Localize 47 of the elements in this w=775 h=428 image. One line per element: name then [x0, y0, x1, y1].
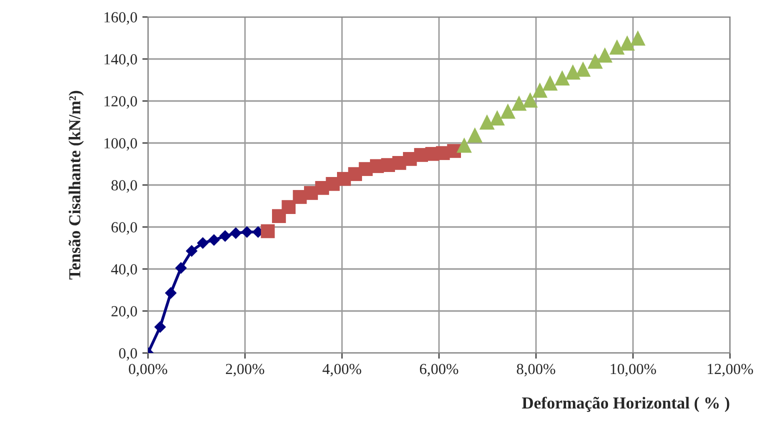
- x-tick-label: 8,00%: [516, 364, 556, 376]
- x-tick-label: 0,00%: [128, 364, 168, 376]
- point: [219, 230, 232, 242]
- point: [511, 95, 527, 111]
- point: [467, 127, 483, 143]
- point: [230, 227, 242, 239]
- point: [630, 30, 646, 46]
- point: [490, 110, 505, 126]
- point: [554, 70, 570, 86]
- point: [532, 82, 548, 98]
- point: [175, 262, 187, 274]
- x-tick-label: 4,00%: [322, 364, 362, 376]
- point: [588, 53, 603, 69]
- y-tick-label: 80,0: [111, 180, 137, 193]
- y-tick-label: 160,0: [104, 12, 137, 25]
- point: [186, 245, 198, 257]
- point: [522, 92, 538, 108]
- point: [597, 47, 613, 63]
- point: [620, 35, 635, 51]
- point: [542, 75, 558, 91]
- y-tick-label: 100,0: [104, 138, 137, 151]
- point: [479, 114, 495, 130]
- point: [447, 144, 461, 158]
- point: [154, 321, 166, 333]
- point: [208, 234, 220, 246]
- point: [609, 39, 625, 55]
- point: [164, 287, 177, 299]
- point: [241, 226, 253, 238]
- x-tick-label: 12,00%: [708, 364, 754, 376]
- point: [456, 137, 472, 153]
- point: [196, 237, 209, 249]
- y-tick-label: 140,0: [104, 54, 137, 67]
- y-axis-title: Tensão Cisalhante (kN/m²): [68, 90, 84, 280]
- y-tick-label: 120,0: [104, 96, 137, 109]
- point: [575, 61, 591, 77]
- point: [565, 64, 580, 80]
- point: [282, 200, 296, 214]
- point: [260, 224, 275, 238]
- x-axis-title: Deformação Horizontal ( % ): [522, 396, 730, 412]
- y-tick-label: 0,0: [119, 348, 137, 361]
- y-tick-label: 60,0: [112, 222, 137, 235]
- point: [500, 103, 516, 119]
- x-tick-label: 6,00%: [420, 364, 458, 376]
- x-tick-label: 10,00%: [610, 364, 656, 376]
- x-tick-label: 2,00%: [226, 364, 264, 376]
- y-tick-label: 20,0: [112, 306, 137, 319]
- y-tick-label: 40,0: [111, 264, 137, 277]
